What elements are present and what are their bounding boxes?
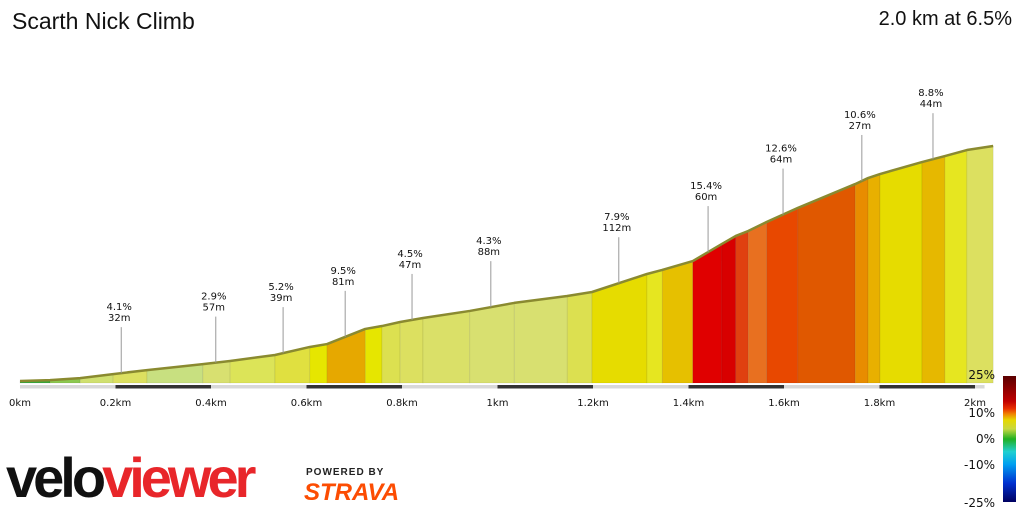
distance-bar-segment	[879, 385, 975, 389]
annotation-gradient: 10.6%	[844, 110, 876, 121]
profile-segment	[854, 177, 869, 384]
x-tick-label: 0km	[9, 398, 31, 409]
annotation-gradient: 4.3%	[476, 236, 501, 247]
strava-logo[interactable]: STRAVA	[304, 479, 400, 506]
distance-bar-segment	[211, 385, 307, 389]
profile-segment	[422, 310, 471, 384]
profile-segment	[364, 325, 383, 384]
profile-segment	[513, 295, 568, 384]
profile-segment	[381, 321, 401, 384]
distance-bar-segment	[20, 385, 116, 389]
annotation-gradient: 4.1%	[107, 302, 132, 313]
profile-segment	[309, 343, 328, 384]
annotation-gradient: 12.6%	[765, 144, 797, 155]
profile-segment	[661, 260, 694, 384]
annotation-gradient: 5.2%	[268, 282, 293, 293]
annotation-length: 47m	[399, 260, 421, 271]
profile-segment	[399, 317, 424, 384]
x-tick-label: 1km	[487, 398, 509, 409]
color-scale-label: 0%	[976, 432, 995, 446]
annotation-length: 112m	[602, 223, 631, 234]
annotation-length: 64m	[770, 155, 792, 166]
veloviewer-logo[interactable]: veloviewer	[6, 446, 256, 509]
annotation-length: 44m	[920, 99, 942, 110]
color-scale-label: 10%	[968, 406, 995, 420]
annotation-gradient: 2.9%	[201, 292, 226, 303]
annotation-gradient: 7.9%	[604, 212, 629, 223]
profile-segment	[966, 145, 994, 384]
annotation-gradient: 4.5%	[397, 249, 422, 260]
annotation-length: 60m	[695, 192, 717, 203]
annotation-length: 27m	[849, 121, 871, 132]
x-tick-label: 0.4km	[195, 398, 226, 409]
x-tick-label: 0.6km	[291, 398, 322, 409]
annotation-gradient: 15.4%	[690, 181, 722, 192]
annotation-length: 81m	[332, 277, 354, 288]
color-scale-label: -25%	[964, 496, 995, 510]
profile-segment	[735, 230, 749, 384]
distance-bar-segment	[402, 385, 498, 389]
profile-segment	[921, 155, 946, 384]
annotation-length: 57m	[203, 303, 225, 314]
profile-segment	[797, 183, 856, 384]
climb-summary: 2.0 km at 6.5%	[878, 8, 1012, 30]
x-tick-label: 0.8km	[386, 398, 417, 409]
distance-bar-segment	[115, 385, 211, 389]
profile-segment	[867, 173, 881, 384]
distance-bar-segment	[688, 385, 784, 389]
page-title: Scarth Nick Climb	[12, 8, 195, 34]
annotation-length: 88m	[478, 247, 500, 258]
logo-viewer: viewer	[102, 446, 256, 509]
color-scale-bar	[1003, 376, 1016, 502]
annotation-gradient: 8.8%	[918, 88, 943, 99]
logo-velo: velo	[6, 446, 106, 509]
profile-segment	[879, 161, 923, 384]
distance-bar-segment	[306, 385, 402, 389]
profile-outline	[19, 144, 994, 383]
profile-segment	[766, 207, 799, 384]
annotation-length: 32m	[108, 313, 130, 324]
x-tick-label: 1.6km	[768, 398, 799, 409]
color-scale-label: -10%	[964, 458, 995, 472]
x-tick-label: 1.4km	[673, 398, 704, 409]
profile-segment	[747, 221, 768, 384]
x-tick-label: 0.2km	[100, 398, 131, 409]
profile-segment	[944, 149, 968, 384]
profile-segment	[469, 302, 515, 384]
distance-bar-segment	[784, 385, 880, 389]
profile-segment	[274, 346, 311, 384]
annotation-gradient: 9.5%	[330, 266, 355, 277]
profile-segment	[721, 235, 737, 384]
distance-bar-segment	[593, 385, 689, 389]
x-tick-label: 1.2km	[577, 398, 608, 409]
distance-bar-segment	[497, 385, 593, 389]
x-tick-label: 2km	[964, 398, 986, 409]
powered-by-label: POWERED BY	[306, 467, 385, 478]
profile-segment	[646, 269, 663, 384]
distance-bar-segment	[975, 385, 985, 389]
annotation-length: 39m	[270, 293, 292, 304]
profile-segment	[692, 243, 723, 384]
color-scale-label: 25%	[968, 368, 995, 382]
x-tick-label: 1.8km	[864, 398, 895, 409]
profile-segment	[566, 291, 593, 384]
